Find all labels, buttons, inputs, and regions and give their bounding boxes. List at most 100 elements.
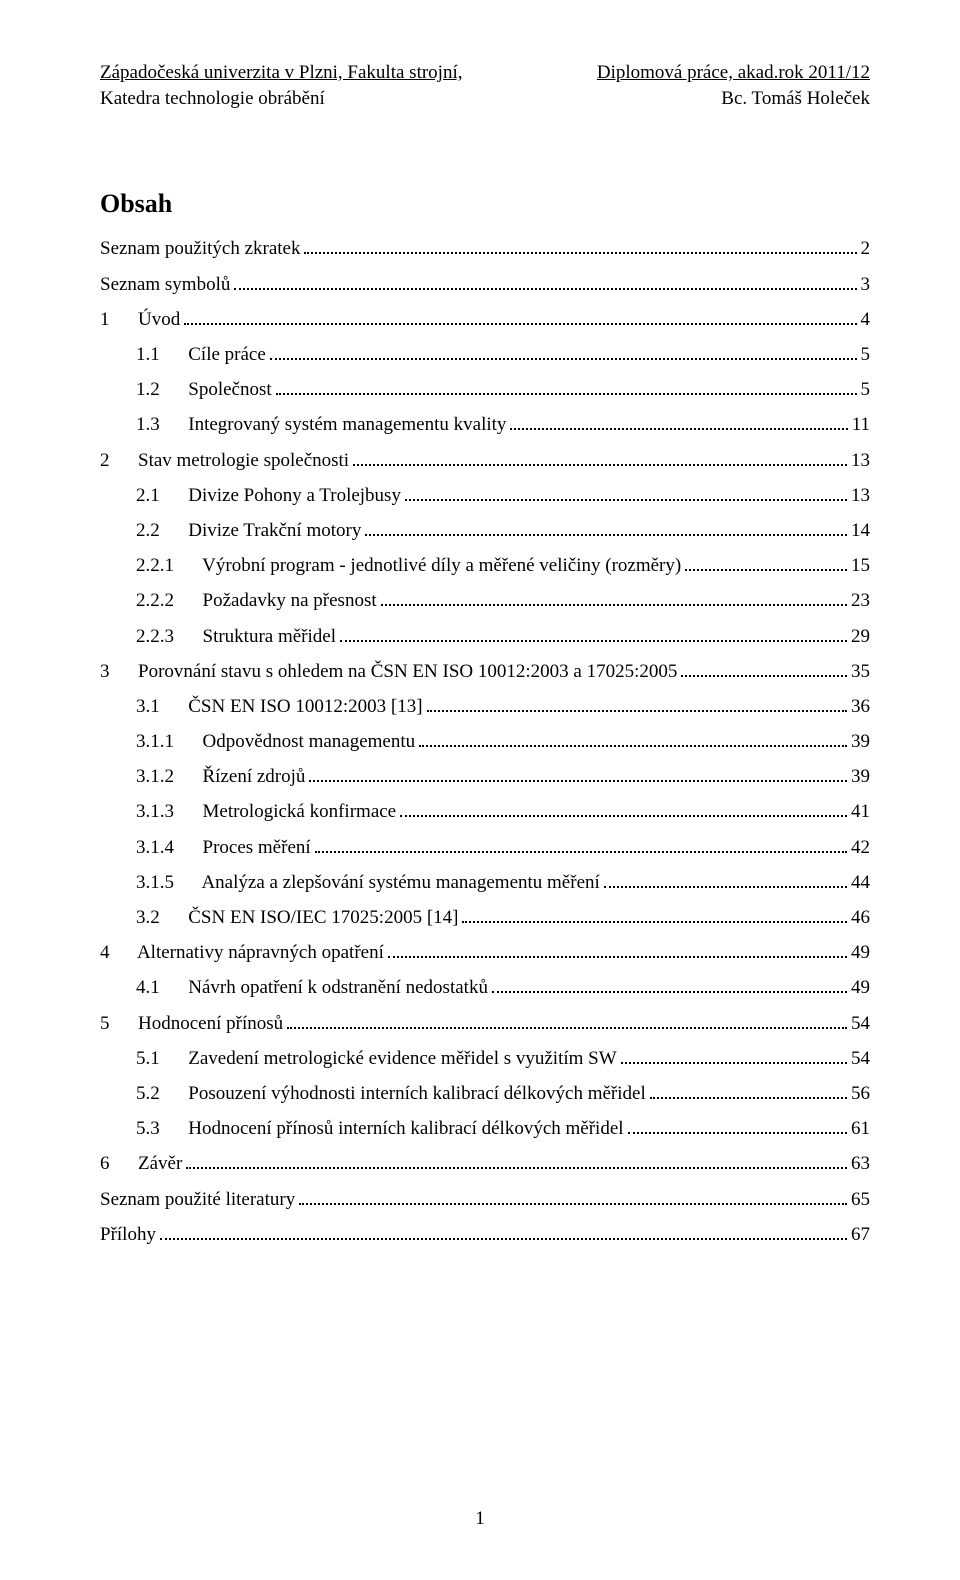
page: Západočeská univerzita v Plzni, Fakulta … [0, 0, 960, 1580]
toc-page: 63 [851, 1154, 870, 1173]
toc-page: 41 [851, 802, 870, 821]
toc-page: 54 [851, 1049, 870, 1068]
toc-row: 3.1 ČSN EN ISO 10012:2003 [13] 36 [100, 695, 870, 716]
toc-row: 5.3 Hodnocení přínosů interních kalibrac… [100, 1117, 870, 1138]
toc-row: 2.1 Divize Pohony a Trolejbusy13 [100, 484, 870, 505]
toc-label: 3.1.5 Analýza a zlepšování systému manag… [136, 873, 600, 892]
header-left: Západočeská univerzita v Plzni, Fakulta … [100, 60, 462, 111]
table-of-contents: Seznam použitých zkratek2 Seznam symbolů 3… [100, 237, 870, 1243]
toc-label: 1 Úvod [100, 310, 180, 329]
toc-page: 5 [861, 345, 871, 364]
toc-row: 2.2.1 Výrobní program - jednotlivé díly … [100, 554, 870, 575]
toc-leader-dots [287, 1011, 847, 1028]
toc-leader-dots [186, 1152, 847, 1169]
toc-label: Přílohy [100, 1225, 156, 1244]
toc-page: 54 [851, 1014, 870, 1033]
toc-page: 3 [861, 275, 871, 294]
toc-leader-dots [405, 484, 847, 501]
toc-page: 15 [851, 556, 870, 575]
toc-leader-dots [365, 519, 847, 536]
toc-label: 2 Stav metrologie společnosti [100, 451, 349, 470]
toc-row: 1.1 Cíle práce 5 [100, 343, 870, 364]
toc-label: Seznam použitých zkratek [100, 239, 300, 258]
header-right-line2: Bc. Tomáš Holeček [597, 86, 870, 112]
page-number: 1 [0, 1508, 960, 1530]
toc-leader-dots [685, 554, 847, 571]
toc-leader-dots [628, 1117, 847, 1134]
toc-row: 5.1 Zavedení metrologické evidence měřid… [100, 1047, 870, 1068]
toc-page: 23 [851, 591, 870, 610]
page-title: Obsah [100, 189, 870, 219]
toc-leader-dots [400, 800, 847, 817]
toc-label: Seznam symbolů [100, 275, 230, 294]
toc-leader-dots [299, 1187, 847, 1204]
toc-label: 2.2.1 Výrobní program - jednotlivé díly … [136, 556, 681, 575]
toc-leader-dots [270, 343, 857, 360]
toc-row: 3.1.4 Proces měření42 [100, 835, 870, 856]
toc-leader-dots [419, 730, 847, 747]
toc-row: 1 Úvod 4 [100, 308, 870, 329]
toc-label: 4.1 Návrh opatření k odstranění nedostat… [136, 978, 488, 997]
toc-page: 65 [851, 1190, 870, 1209]
toc-page: 39 [851, 732, 870, 751]
toc-leader-dots [340, 624, 847, 641]
toc-leader-dots [462, 906, 847, 923]
toc-page: 56 [851, 1084, 870, 1103]
toc-page: 29 [851, 627, 870, 646]
page-header: Západočeská univerzita v Plzni, Fakulta … [100, 60, 870, 111]
toc-leader-dots [681, 660, 847, 677]
toc-leader-dots [388, 941, 847, 958]
toc-row: Přílohy67 [100, 1223, 870, 1244]
header-left-line2: Katedra technologie obrábění [100, 86, 462, 112]
toc-row: 2.2.3 Struktura měřidel29 [100, 624, 870, 645]
toc-row: 4 Alternativy nápravných opatření 49 [100, 941, 870, 962]
toc-label: 5.3 Hodnocení přínosů interních kalibrac… [136, 1119, 624, 1138]
toc-label: 1.3 Integrovaný systém managementu kvali… [136, 415, 506, 434]
toc-label: 5.1 Zavedení metrologické evidence měřid… [136, 1049, 617, 1068]
toc-page: 13 [851, 451, 870, 470]
toc-row: 3.1.1 Odpovědnost managementu39 [100, 730, 870, 751]
toc-page: 61 [851, 1119, 870, 1138]
toc-leader-dots [160, 1223, 847, 1240]
toc-leader-dots [234, 272, 856, 289]
toc-label: 3.1.3 Metrologická konfirmace [136, 802, 396, 821]
toc-page: 46 [851, 908, 870, 927]
toc-row: 2.2.2 Požadavky na přesnost 23 [100, 589, 870, 610]
toc-label: 3 Porovnání stavu s ohledem na ČSN EN IS… [100, 662, 677, 681]
toc-label: 3.1.2 Řízení zdrojů [136, 767, 305, 786]
toc-row: 2 Stav metrologie společnosti 13 [100, 448, 870, 469]
toc-page: 4 [861, 310, 871, 329]
toc-label: 5 Hodnocení přínosů [100, 1014, 283, 1033]
toc-row: 3.1.3 Metrologická konfirmace 41 [100, 800, 870, 821]
toc-label: Seznam použité literatury [100, 1190, 295, 1209]
toc-label: 2.2.2 Požadavky na přesnost [136, 591, 377, 610]
toc-leader-dots [492, 976, 847, 993]
toc-page: 49 [851, 943, 870, 962]
toc-leader-dots [604, 871, 847, 888]
toc-label: 3.1.4 Proces měření [136, 838, 311, 857]
toc-row: 5.2 Posouzení výhodnosti interních kalib… [100, 1082, 870, 1103]
toc-row: 3.1.2 Řízení zdrojů 39 [100, 765, 870, 786]
toc-leader-dots [427, 695, 847, 712]
toc-page: 44 [851, 873, 870, 892]
toc-leader-dots [315, 835, 847, 852]
toc-page: 39 [851, 767, 870, 786]
toc-page: 5 [861, 380, 871, 399]
toc-row: 3 Porovnání stavu s ohledem na ČSN EN IS… [100, 660, 870, 681]
toc-leader-dots [650, 1082, 847, 1099]
toc-label: 1.2 Společnost [136, 380, 272, 399]
toc-page: 13 [851, 486, 870, 505]
toc-label: 2.2 Divize Trakční motory [136, 521, 361, 540]
toc-page: 36 [851, 697, 870, 716]
toc-row: 5 Hodnocení přínosů 54 [100, 1011, 870, 1032]
toc-row: Seznam použitých zkratek2 [100, 237, 870, 258]
toc-row: Seznam použité literatury 65 [100, 1187, 870, 1208]
toc-label: 1.1 Cíle práce [136, 345, 266, 364]
toc-page: 11 [852, 415, 870, 434]
toc-page: 14 [851, 521, 870, 540]
header-right: Diplomová práce, akad.rok 2011/12 Bc. To… [597, 60, 870, 111]
toc-row: 3.1.5 Analýza a zlepšování systému manag… [100, 871, 870, 892]
toc-label: 4 Alternativy nápravných opatření [100, 943, 384, 962]
toc-label: 3.1 ČSN EN ISO 10012:2003 [13] [136, 697, 423, 716]
toc-row: 4.1 Návrh opatření k odstranění nedostat… [100, 976, 870, 997]
